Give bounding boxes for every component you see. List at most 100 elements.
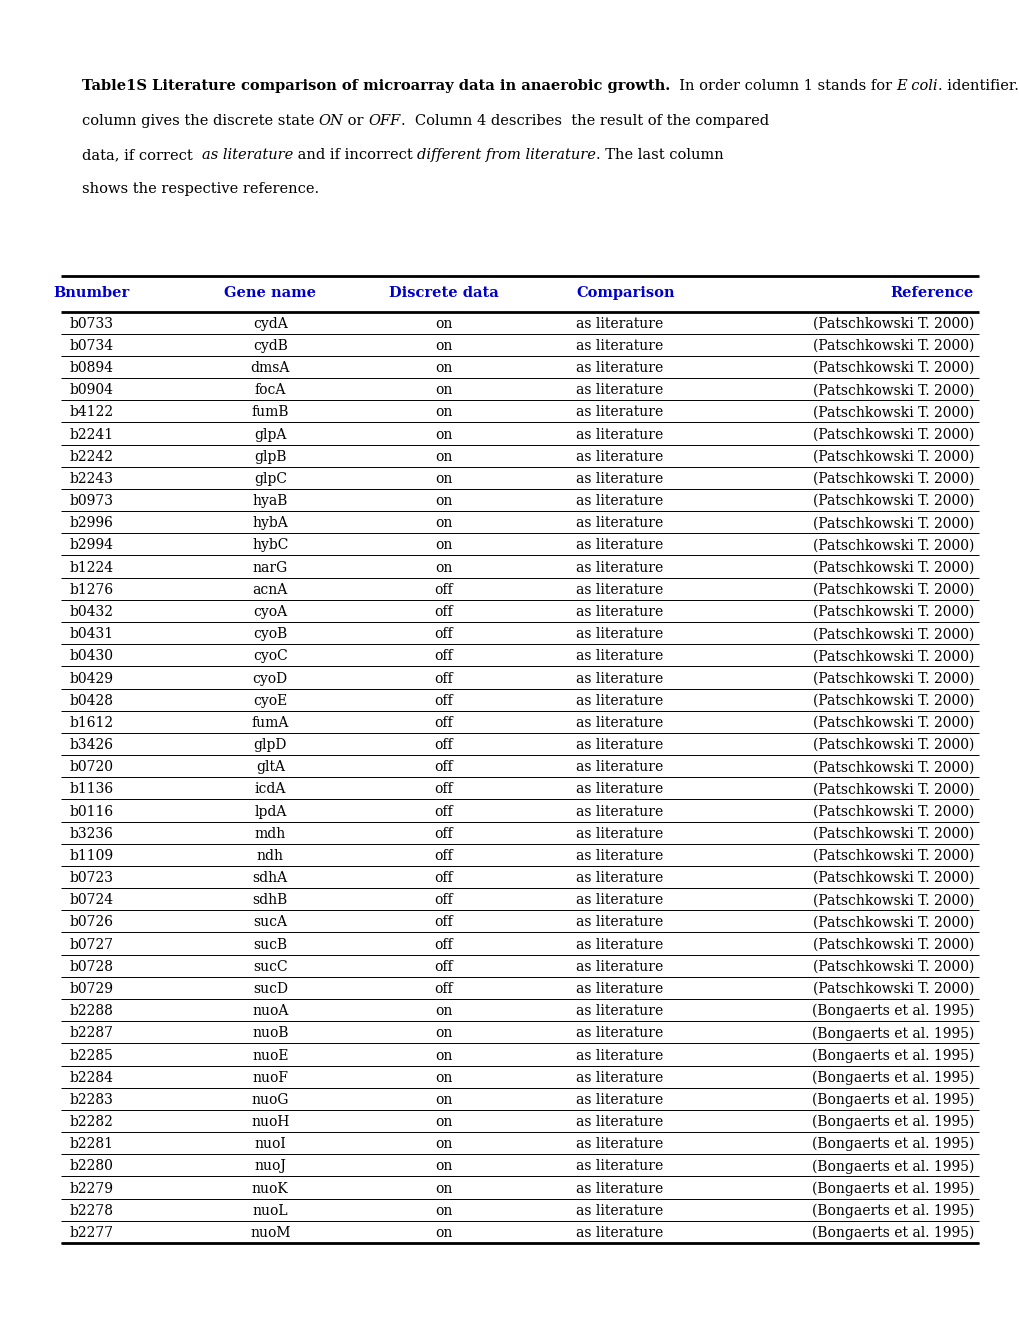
Text: b0727: b0727: [69, 937, 114, 952]
Text: b2994: b2994: [69, 539, 114, 553]
Text: as literature: as literature: [576, 694, 663, 708]
Text: Reference: Reference: [890, 286, 973, 301]
Text: different from literature: different from literature: [417, 148, 595, 162]
Text: as literature: as literature: [576, 339, 663, 352]
Text: b0723: b0723: [69, 871, 114, 886]
Text: as literature: as literature: [576, 783, 663, 796]
Text: (Bongaerts et al. 1995): (Bongaerts et al. 1995): [811, 1048, 973, 1063]
Text: off: off: [434, 738, 452, 752]
Text: off: off: [434, 960, 452, 974]
Text: as literature: as literature: [576, 1005, 663, 1018]
Text: nuoK: nuoK: [252, 1181, 288, 1196]
Text: (Patschkowski T. 2000): (Patschkowski T. 2000): [812, 649, 973, 664]
Text: as literature: as literature: [576, 494, 663, 508]
Text: cydA: cydA: [253, 317, 287, 331]
Text: as literature: as literature: [576, 1159, 663, 1173]
Text: (Bongaerts et al. 1995): (Bongaerts et al. 1995): [811, 1115, 973, 1129]
Text: as literature: as literature: [576, 982, 663, 997]
Text: on: on: [434, 516, 452, 531]
Text: lpdA: lpdA: [254, 805, 286, 818]
Text: on: on: [434, 1159, 452, 1173]
Text: as literature: as literature: [576, 627, 663, 642]
Text: b0432: b0432: [69, 605, 114, 619]
Text: off: off: [434, 760, 452, 775]
Text: (Patschkowski T. 2000): (Patschkowski T. 2000): [812, 783, 973, 796]
Text: as literature: as literature: [576, 1226, 663, 1239]
Text: b0733: b0733: [69, 317, 114, 331]
Text: as literature: as literature: [202, 148, 292, 162]
Text: (Patschkowski T. 2000): (Patschkowski T. 2000): [812, 362, 973, 375]
Text: as literature: as literature: [576, 871, 663, 886]
Text: on: on: [434, 473, 452, 486]
Text: fumA: fumA: [252, 715, 288, 730]
Text: b2243: b2243: [69, 473, 114, 486]
Text: off: off: [434, 894, 452, 907]
Text: off: off: [434, 871, 452, 886]
Text: (Bongaerts et al. 1995): (Bongaerts et al. 1995): [811, 1137, 973, 1151]
Text: b0729: b0729: [69, 982, 114, 997]
Text: (Patschkowski T. 2000): (Patschkowski T. 2000): [812, 715, 973, 730]
Text: on: on: [434, 1204, 452, 1218]
Text: as literature: as literature: [576, 605, 663, 619]
Text: (Patschkowski T. 2000): (Patschkowski T. 2000): [812, 494, 973, 508]
Text: b2278: b2278: [69, 1204, 114, 1218]
Text: icdA: icdA: [255, 783, 285, 796]
Text: b2279: b2279: [69, 1181, 114, 1196]
Text: (Patschkowski T. 2000): (Patschkowski T. 2000): [812, 317, 973, 331]
Text: on: on: [434, 362, 452, 375]
Text: as literature: as literature: [576, 805, 663, 818]
Text: (Bongaerts et al. 1995): (Bongaerts et al. 1995): [811, 1005, 973, 1018]
Text: on: on: [434, 317, 452, 331]
Text: off: off: [434, 937, 452, 952]
Text: off: off: [434, 649, 452, 664]
Text: (Patschkowski T. 2000): (Patschkowski T. 2000): [812, 428, 973, 442]
Text: (Patschkowski T. 2000): (Patschkowski T. 2000): [812, 672, 973, 685]
Text: as literature: as literature: [576, 473, 663, 486]
Text: b0429: b0429: [69, 672, 114, 685]
Text: (Patschkowski T. 2000): (Patschkowski T. 2000): [812, 583, 973, 597]
Text: on: on: [434, 1093, 452, 1107]
Text: (Patschkowski T. 2000): (Patschkowski T. 2000): [812, 826, 973, 841]
Text: column gives the discrete state: column gives the discrete state: [82, 114, 318, 128]
Text: as literature: as literature: [576, 672, 663, 685]
Text: on: on: [434, 339, 452, 352]
Text: (Patschkowski T. 2000): (Patschkowski T. 2000): [812, 450, 973, 463]
Text: off: off: [434, 826, 452, 841]
Text: on: on: [434, 539, 452, 553]
Text: as literature: as literature: [576, 894, 663, 907]
Text: (Patschkowski T. 2000): (Patschkowski T. 2000): [812, 916, 973, 929]
Text: b2281: b2281: [69, 1138, 114, 1151]
Text: b2277: b2277: [69, 1226, 114, 1239]
Text: E coli: E coli: [896, 79, 937, 94]
Text: b3426: b3426: [69, 738, 114, 752]
Text: glpB: glpB: [254, 450, 286, 463]
Text: b0904: b0904: [69, 383, 114, 397]
Text: b2996: b2996: [69, 516, 114, 531]
Text: sucB: sucB: [253, 937, 287, 952]
Text: b0726: b0726: [69, 916, 114, 929]
Text: (Bongaerts et al. 1995): (Bongaerts et al. 1995): [811, 1159, 973, 1173]
Text: (Patschkowski T. 2000): (Patschkowski T. 2000): [812, 516, 973, 531]
Text: nuoH: nuoH: [251, 1115, 289, 1129]
Text: (Patschkowski T. 2000): (Patschkowski T. 2000): [812, 383, 973, 397]
Text: on: on: [434, 1226, 452, 1239]
Text: shows the respective reference.: shows the respective reference.: [82, 182, 318, 197]
Text: b0430: b0430: [69, 649, 114, 664]
Text: on: on: [434, 1181, 452, 1196]
Text: sucD: sucD: [253, 982, 287, 997]
Text: b3236: b3236: [69, 826, 114, 841]
Text: (Patschkowski T. 2000): (Patschkowski T. 2000): [812, 539, 973, 553]
Text: fumB: fumB: [252, 405, 288, 420]
Text: glpD: glpD: [254, 738, 286, 752]
Text: (Patschkowski T. 2000): (Patschkowski T. 2000): [812, 760, 973, 775]
Text: on: on: [434, 1005, 452, 1018]
Text: off: off: [434, 715, 452, 730]
Text: b2285: b2285: [69, 1048, 114, 1063]
Text: off: off: [434, 805, 452, 818]
Text: dmsA: dmsA: [251, 362, 289, 375]
Text: or: or: [343, 114, 368, 128]
Text: nuoF: nuoF: [252, 1071, 288, 1085]
Text: nuoI: nuoI: [254, 1138, 286, 1151]
Text: cyoD: cyoD: [253, 672, 287, 685]
Text: as literature: as literature: [576, 1115, 663, 1129]
